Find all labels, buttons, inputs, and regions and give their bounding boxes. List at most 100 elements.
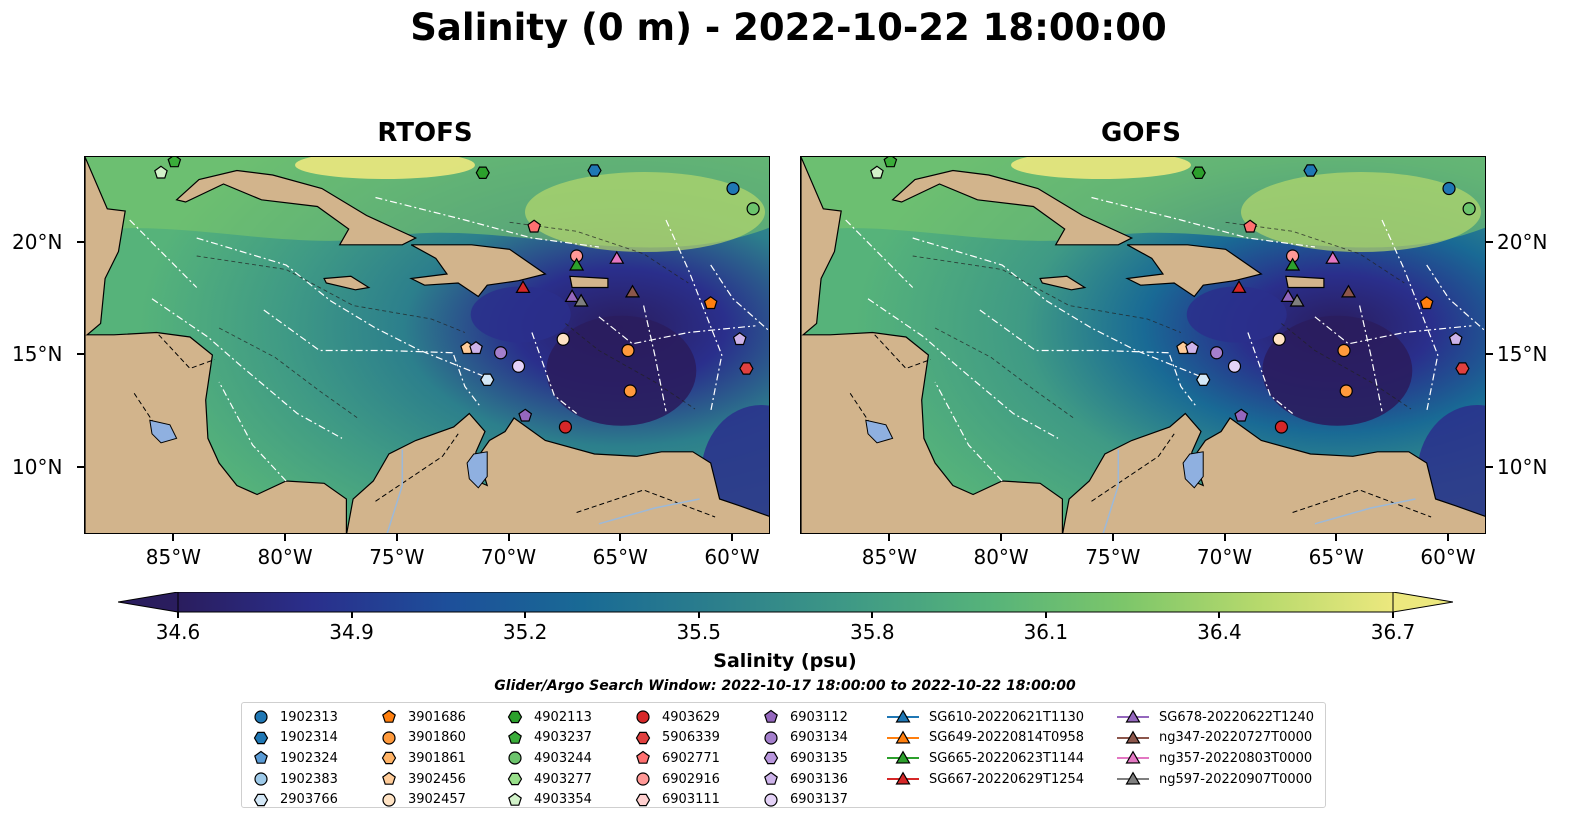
legend-label: 1902314 [280, 730, 338, 746]
legend-marker [254, 751, 268, 765]
legend-label: 1902324 [280, 750, 338, 766]
legend-label: 1902383 [280, 771, 338, 787]
legend-marker-icon [382, 793, 396, 807]
legend-label: 4903237 [534, 730, 592, 746]
lon-tick-label: 65°W [592, 545, 648, 569]
platform-marker-6902771 [1243, 219, 1258, 233]
legend-marker [764, 731, 778, 745]
legend-marker-icon [507, 711, 523, 724]
colorbar-gradient [117, 591, 1454, 613]
legend-column: 4903629 5906339 6902771 6902916 6903111 [634, 707, 720, 810]
lat-tick-label: 20°N [12, 229, 63, 254]
legend-marker-icon [507, 772, 523, 786]
colorbar-tick-mark [1392, 612, 1394, 618]
platform-marker-4903354 [154, 165, 168, 179]
land-polygon [409, 244, 547, 298]
legend: 1902313 1902314 1902324 1902383 2903766 39016… [241, 702, 1326, 808]
legend-marker-icon [887, 771, 919, 785]
legend-marker-icon [636, 710, 650, 724]
lat-tick-mark [1486, 240, 1493, 243]
legend-label: 5906339 [662, 730, 720, 746]
map-panel-rtofs [84, 156, 770, 534]
platform-marker-4903244 [746, 202, 760, 216]
legend-marker [1125, 750, 1141, 765]
lon-tick-label: 85°W [861, 545, 917, 569]
legend-entry: 6903135 [762, 748, 848, 769]
legend-marker [635, 731, 651, 745]
platform-marker-5906339 [739, 362, 754, 375]
legend-marker-icon [382, 710, 396, 724]
legend-marker [507, 711, 523, 724]
legend-marker [508, 730, 522, 744]
lon-tick-mark [1223, 534, 1226, 541]
platform-marker-3901686 [703, 296, 718, 310]
platform-marker-4902113 [475, 166, 490, 179]
legend-entry: 4903244 [506, 748, 592, 769]
colorbar-tick-label: 34.6 [155, 620, 201, 644]
platform-marker-3901860 [623, 384, 637, 398]
legend-marker-icon [887, 750, 919, 765]
legend-marker [508, 751, 522, 766]
legend-entry: SG610-20220621T1130 [887, 707, 1084, 728]
legend-marker-icon [254, 710, 268, 724]
legend-marker [507, 772, 523, 786]
legend-marker-icon [381, 752, 397, 765]
legend-entry: SG678-20220622T1240 [1117, 707, 1314, 728]
legend-entry: ng357-20220803T0000 [1117, 748, 1314, 769]
search-window-text: Glider/Argo Search Window: 2022-10-17 18… [494, 678, 1076, 694]
colorbar [117, 591, 1454, 626]
lon-tick-mark [731, 534, 733, 541]
colorbar-tick-label: 34.9 [329, 620, 374, 644]
legend-marker-icon [763, 752, 779, 765]
lat-tick-mark [77, 353, 84, 355]
legend-label: 3901686 [408, 709, 466, 725]
legend-entry: 1902313 [252, 707, 338, 728]
colorbar-tick-mark [350, 612, 353, 618]
legend-marker-icon [508, 751, 522, 766]
platform-marker-1902314 [1303, 164, 1318, 177]
land-polygon [175, 169, 418, 246]
lon-tick-label: 60°W [1420, 545, 1476, 569]
legend-marker [636, 710, 650, 724]
legend-column: 1902313 1902314 1902324 1902383 2903766 [252, 707, 338, 810]
platform-marker-ng347-20220727T0000 [624, 284, 641, 298]
panel-title-rtofs: RTOFS [377, 118, 473, 148]
lat-tick-mark [77, 240, 84, 243]
colorbar-tick-label: 36.7 [1370, 620, 1416, 644]
legend-label: SG649-20220814T0958 [929, 730, 1085, 746]
legend-entry: 6903137 [762, 789, 848, 810]
legend-marker [764, 793, 778, 807]
legend-column: SG610-20220621T1130 SG649-20220814T0958 SG… [887, 707, 1084, 789]
legend-marker [895, 709, 911, 723]
legend-marker [382, 793, 396, 807]
legend-marker-icon [764, 793, 778, 807]
platform-marker-4903237 [167, 157, 182, 168]
legend-marker-icon [887, 730, 919, 744]
platform-marker-4902113 [1191, 166, 1206, 179]
lon-tick-label: 70°W [480, 545, 537, 569]
panel-title-gofs: GOFS [1101, 118, 1181, 148]
platform-marker-3902457 [556, 332, 570, 346]
legend-marker-icon [253, 793, 269, 806]
legend-entry: 1902383 [252, 769, 338, 790]
colorbar-tick-mark [697, 612, 700, 618]
lon-tick-label: 85°W [145, 545, 201, 569]
platform-marker-6903136 [1185, 341, 1199, 355]
legend-entry: 4903629 [634, 707, 720, 728]
platform-marker-6903136 [732, 332, 747, 346]
legend-label: 1902313 [280, 709, 338, 725]
platform-marker-3901860 [1337, 343, 1351, 358]
land-polygon [1285, 275, 1325, 289]
platform-marker-3901686 [1419, 296, 1434, 310]
lon-tick-mark [172, 534, 175, 541]
lat-tick-label: 15°N [12, 342, 63, 366]
lon-tick-mark [284, 534, 287, 541]
legend-label: 3902457 [408, 792, 466, 808]
legend-marker [636, 751, 650, 765]
platform-marker-1902313 [726, 181, 740, 196]
legend-label: 6903134 [790, 730, 848, 746]
legend-entry: 3902457 [380, 789, 466, 810]
legend-label: SG667-20220629T1254 [929, 771, 1085, 787]
platform-marker-ng347-20220727T0000 [1340, 284, 1357, 298]
colorbar-tick-label: 35.8 [850, 620, 895, 644]
